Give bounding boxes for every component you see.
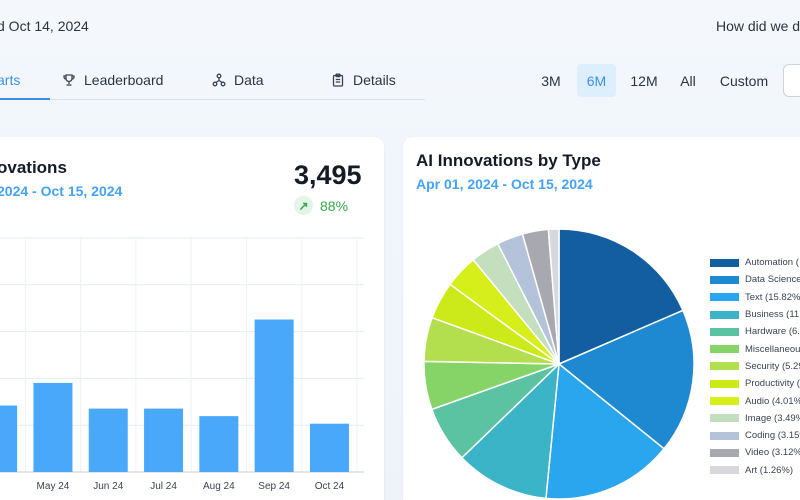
legend-swatch bbox=[710, 431, 739, 440]
legend-swatch bbox=[710, 345, 739, 354]
legend-item[interactable]: Text (15.82% bbox=[710, 289, 800, 306]
legend-label: Business (11. bbox=[745, 309, 800, 321]
options-button[interactable] bbox=[783, 64, 800, 97]
clipboard-icon bbox=[332, 73, 344, 87]
legend-swatch bbox=[710, 362, 739, 371]
data-icon bbox=[212, 73, 226, 87]
bar-jun-24[interactable] bbox=[88, 408, 128, 472]
legend-label: Text (15.82% bbox=[745, 291, 800, 303]
range-6m-button[interactable]: 6M bbox=[577, 64, 616, 97]
legend-item[interactable]: Security (5.29 bbox=[710, 358, 800, 375]
pie-slice-0[interactable] bbox=[558, 228, 684, 366]
legend-label: Art (1.26%) bbox=[745, 464, 794, 476]
legend-swatch bbox=[710, 275, 739, 284]
legend-swatch bbox=[710, 466, 739, 475]
pie-chart-legend: Automation ( Data Science Text (15.82% Busi… bbox=[710, 254, 800, 479]
bar-jul-24[interactable] bbox=[144, 408, 184, 472]
legend-label: Automation ( bbox=[745, 257, 799, 269]
active-tab-indicator bbox=[0, 98, 50, 100]
legend-label: Security (5.29 bbox=[745, 360, 800, 372]
innovations-card-date-range: 2024 - Oct 15, 2024 bbox=[0, 183, 123, 199]
range-12m-button[interactable]: 12M bbox=[630, 72, 658, 89]
legend-item[interactable]: Audio (4.01% bbox=[710, 392, 800, 409]
legend-label: Productivity ( bbox=[745, 378, 800, 390]
total-innovations-count: 3,495 bbox=[294, 160, 362, 190]
bar-oct-24[interactable] bbox=[309, 423, 349, 472]
tab-data[interactable]: Data bbox=[212, 72, 264, 88]
legend-item[interactable]: Hardware (6. bbox=[710, 323, 800, 340]
growth-percent: 88% bbox=[320, 197, 349, 214]
innovations-by-type-pie-chart bbox=[423, 228, 695, 500]
tab-bar: arts Leaderboard Data Details bbox=[0, 60, 425, 100]
legend-swatch bbox=[710, 327, 739, 336]
x-tick-label: Jul 24 bbox=[150, 481, 177, 492]
legend-swatch bbox=[710, 258, 739, 267]
tab-details[interactable]: Details bbox=[331, 72, 396, 88]
legend-item[interactable]: Coding (3.15% bbox=[710, 427, 800, 444]
legend-item[interactable]: Image (3.49% bbox=[710, 410, 800, 427]
tab-leaderboard-label: Leaderboard bbox=[84, 72, 164, 88]
pie-slice-2[interactable] bbox=[545, 362, 666, 500]
tab-leaderboard[interactable]: Leaderboard bbox=[62, 72, 163, 88]
legend-item[interactable]: Automation ( bbox=[710, 254, 800, 271]
date-range-text: d Oct 14, 2024 bbox=[0, 18, 89, 34]
range-custom-button[interactable]: Custom bbox=[719, 72, 769, 89]
legend-label: Image (3.49% bbox=[745, 412, 800, 424]
legend-swatch bbox=[710, 397, 739, 406]
monthly-innovations-bar-chart: May 24 Jun 24 Jul 24 Aug 24 Sep 24 Oct 24 bbox=[0, 237, 364, 492]
tab-charts[interactable]: arts bbox=[0, 72, 20, 88]
x-tick-label: Jun 24 bbox=[93, 481, 123, 492]
x-tick-label: May 24 bbox=[37, 481, 70, 492]
legend-swatch bbox=[710, 414, 739, 423]
bar-may-24[interactable] bbox=[33, 382, 73, 472]
bar-apr-24[interactable] bbox=[0, 405, 18, 472]
growth-indicator: ↗ 88% bbox=[294, 196, 348, 215]
tab-charts-label: arts bbox=[0, 72, 21, 88]
range-all-button[interactable]: All bbox=[680, 72, 696, 89]
bar-sep-24[interactable] bbox=[254, 319, 294, 472]
pie-slice-3[interactable] bbox=[460, 362, 560, 500]
bar-aug-24[interactable] bbox=[199, 416, 239, 472]
legend-item[interactable]: Productivity ( bbox=[710, 375, 800, 392]
legend-item[interactable]: Video (3.12% bbox=[710, 444, 800, 461]
legend-swatch bbox=[710, 310, 739, 319]
legend-label: Coding (3.15% bbox=[745, 430, 800, 442]
trophy-icon bbox=[63, 74, 75, 86]
legend-item[interactable]: Data Science bbox=[710, 271, 800, 288]
legend-label: Miscellaneou bbox=[745, 343, 800, 355]
innovations-by-type-title: AI Innovations by Type bbox=[416, 151, 601, 170]
arrow-up-right-icon: ↗ bbox=[294, 196, 313, 215]
x-tick-label: Sep 24 bbox=[258, 481, 290, 492]
legend-item[interactable]: Art (1.26%) bbox=[710, 462, 800, 479]
legend-label: Data Science bbox=[745, 274, 800, 286]
legend-label: Video (3.12% bbox=[745, 447, 800, 459]
tab-data-label: Data bbox=[234, 72, 264, 88]
innovations-by-type-date-range: Apr 01, 2024 - Oct 15, 2024 bbox=[416, 176, 593, 192]
legend-swatch bbox=[710, 448, 739, 457]
legend-label: Audio (4.01% bbox=[745, 395, 800, 407]
tab-details-label: Details bbox=[353, 72, 396, 88]
legend-label: Hardware (6. bbox=[745, 326, 800, 338]
x-tick-label: Oct 24 bbox=[315, 481, 345, 492]
legend-item[interactable]: Business (11. bbox=[710, 306, 800, 323]
pie-slice-12[interactable] bbox=[547, 228, 560, 365]
legend-swatch bbox=[710, 379, 739, 388]
legend-swatch bbox=[710, 293, 739, 302]
range-3m-button[interactable]: 3M bbox=[541, 72, 561, 89]
innovations-card-title: ovations bbox=[0, 158, 67, 177]
feedback-link[interactable]: How did we do bbox=[716, 18, 800, 34]
pie-slice-1[interactable] bbox=[557, 309, 695, 450]
legend-item[interactable]: Miscellaneou bbox=[710, 340, 800, 357]
x-tick-label: Aug 24 bbox=[203, 481, 235, 492]
